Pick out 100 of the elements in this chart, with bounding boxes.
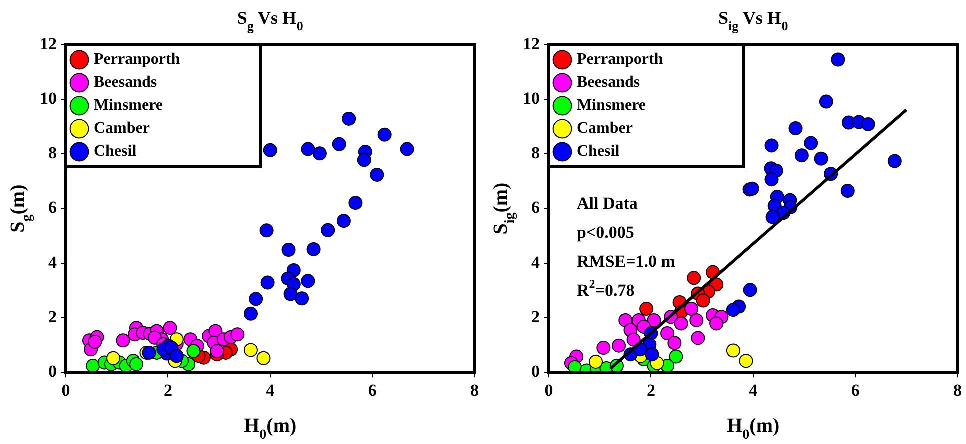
point [794,148,809,163]
point [249,292,264,306]
point [861,117,876,132]
point [321,223,336,238]
point [596,341,611,356]
point [766,210,780,224]
x-tick-label: 2 [646,381,656,400]
point [669,350,684,364]
x-tick-label: 8 [954,381,962,400]
point [726,344,740,358]
point [260,224,274,238]
annotation: p<0.005 [577,222,634,242]
point [244,343,258,358]
y-tick-label: 10 [40,88,57,108]
point [163,321,178,336]
x-tick-label: 4 [749,381,758,400]
point [645,348,660,362]
y-tick-label: 0 [532,362,540,381]
annotation: RMSE=1.0 m [577,252,676,271]
legend-label: Perranporth [577,51,664,68]
point [88,335,102,350]
point [743,283,758,298]
point [690,313,704,328]
legend-label: Beesands [94,74,158,92]
point [745,182,760,196]
y-axis-title: Sig(m) [490,182,518,235]
point [301,142,316,156]
legend-label: Chesil [94,143,138,160]
point [626,332,641,347]
y-tick-label: 8 [48,144,57,163]
point [142,346,156,360]
y-tick-label: 2 [48,307,57,326]
point [357,153,372,168]
point [788,122,803,136]
point [301,274,316,288]
x-tick-label: 6 [368,381,377,400]
y-tick-label: 4 [532,252,540,272]
legend-label: Beesands [577,74,640,92]
point [400,142,414,156]
point [647,313,662,328]
y-tick-label: 2 [532,307,540,326]
point [106,351,121,366]
x-tick-label: 8 [470,381,479,400]
annotation: All Data [577,194,638,213]
point [612,338,626,353]
point [260,276,275,290]
point [170,349,184,364]
point [284,287,298,302]
point [804,136,818,150]
y-tick-label: 6 [532,198,540,218]
point [263,143,278,158]
point [739,354,754,368]
x-tick-label: 0 [62,381,70,400]
point [306,242,321,256]
point [819,94,834,109]
point [230,328,245,342]
point [370,168,384,182]
legend-label: Camber [577,120,633,138]
y-tick-label: 12 [523,34,540,54]
point [332,137,346,152]
point [684,302,699,316]
point [312,146,327,161]
point [244,306,258,321]
y-tick-label: 6 [48,198,57,218]
point [674,316,688,331]
point [256,351,271,366]
legend-label: Minsmere [577,97,646,114]
point [764,172,779,187]
point [710,316,724,331]
point [696,294,710,308]
point [668,336,682,350]
x-tick-label: 4 [266,381,276,400]
x-tick-label: 2 [164,381,172,400]
y-tick-label: 0 [48,362,57,381]
point [210,344,224,358]
point [660,326,675,341]
x-tick-label: 6 [851,381,860,400]
point [86,359,100,373]
legend-label: Perranporth [94,51,180,68]
point [831,52,846,67]
point [336,214,351,228]
y-tick-label: 12 [40,34,57,54]
point [295,292,310,306]
point [764,138,779,153]
point [814,152,828,166]
point [282,243,296,258]
point [378,128,392,142]
point [116,334,130,348]
point [691,331,706,346]
point [589,354,604,369]
point [640,302,654,316]
y-tick-label: 4 [48,252,58,272]
point [840,184,855,198]
y-tick-label: 10 [523,88,540,108]
legend-label: Minsmere [94,97,164,114]
point [130,357,144,372]
x-tick-label: 0 [544,381,554,400]
point [186,344,201,358]
legend-label: Camber [94,120,150,138]
y-tick-label: 8 [532,144,540,163]
